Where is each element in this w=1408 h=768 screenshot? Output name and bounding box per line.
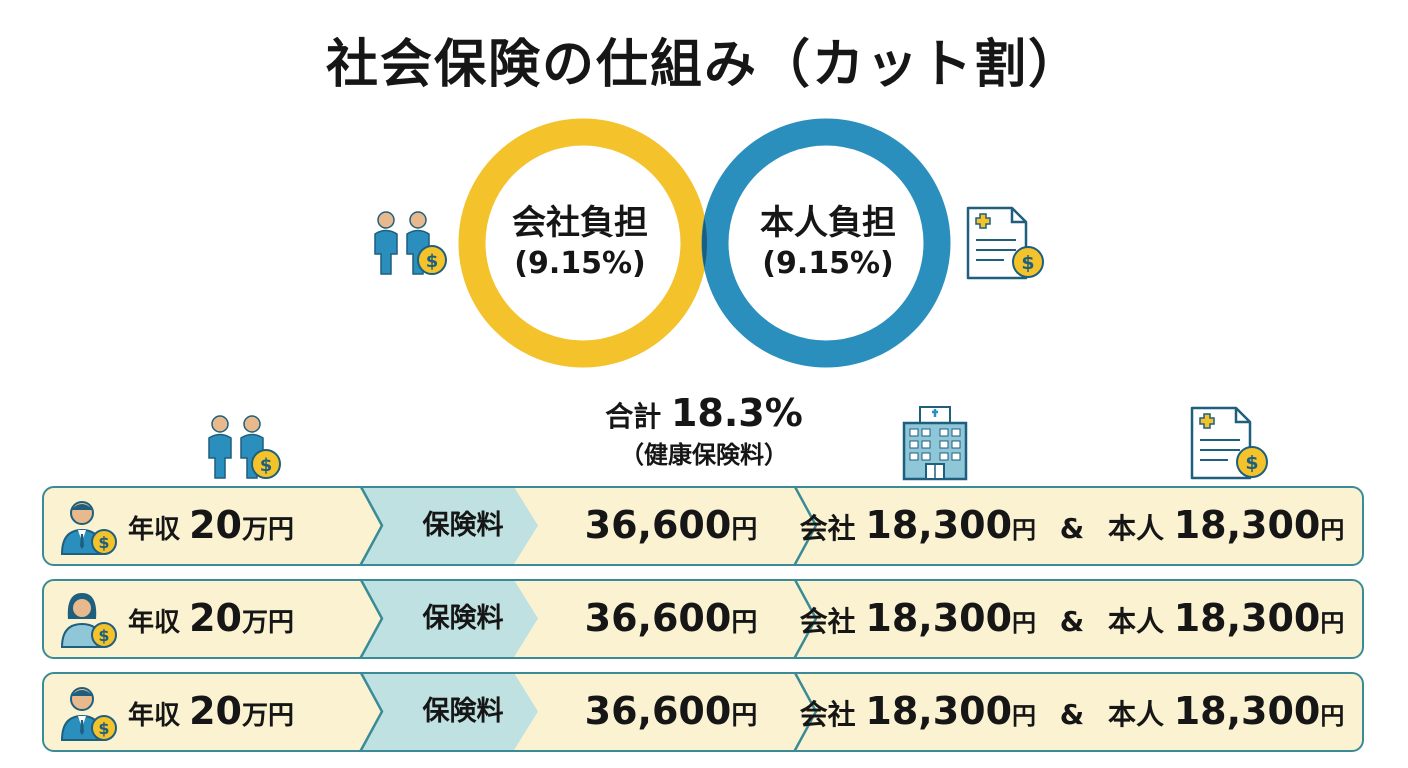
- svg-text:$: $: [260, 455, 273, 476]
- amount-value: 36,600: [584, 503, 732, 547]
- ampersand: &: [1059, 512, 1085, 545]
- ampersand: &: [1059, 698, 1085, 731]
- salary-value: 20: [189, 596, 242, 640]
- company-unit: 円: [1012, 516, 1037, 544]
- company-share-percent: (9.15%): [514, 246, 646, 281]
- total-value: 18.3%: [670, 391, 803, 435]
- total-rate: 合計 18.3% （健康保険料）: [554, 390, 854, 470]
- insurance-label: 保険料: [422, 603, 504, 634]
- company-inner: [486, 146, 680, 340]
- person-amount: 18,300: [1173, 689, 1321, 733]
- person-label: 本人: [1107, 698, 1164, 731]
- insurance-band: [358, 581, 538, 657]
- svg-text:$: $: [1021, 252, 1034, 274]
- burden-split: 会社 18,300円 & 本人 18,300円: [792, 581, 1352, 656]
- woman-money-icon: $: [60, 593, 117, 648]
- person-ring: [701, 118, 951, 368]
- salary-label: 年収: [128, 701, 181, 731]
- amount-unit: 円: [731, 608, 758, 638]
- salary-unit: 万円: [241, 515, 294, 545]
- company-label: 会社: [799, 605, 856, 638]
- amount-value: 36,600: [584, 596, 732, 640]
- businessman-money-icon: $: [60, 687, 117, 741]
- company-ring: [458, 118, 708, 368]
- person-label: 本人: [1107, 512, 1164, 545]
- insurance-label: 保険料: [422, 696, 504, 727]
- insurance-amount: 36,600円: [568, 488, 774, 563]
- row-arrows: [359, 581, 818, 657]
- people-money-icon: $: [374, 211, 447, 275]
- salary-label: 年収: [128, 515, 181, 545]
- company-amount: 18,300: [865, 689, 1013, 733]
- venn-diagram: [458, 118, 951, 368]
- hospital-icon: [902, 406, 968, 481]
- salary-row-1: $ 年収 20万円 保険料 36,600円 会社 18,300円 & 本人 18…: [42, 486, 1364, 566]
- company-unit: 円: [1012, 609, 1037, 637]
- company-amount: 18,300: [865, 503, 1013, 547]
- person-share-label: 本人負担 (9.15%): [728, 202, 928, 284]
- ampersand: &: [1059, 605, 1085, 638]
- person-amount: 18,300: [1173, 596, 1321, 640]
- company-amount: 18,300: [865, 596, 1013, 640]
- row-arrows: [359, 674, 818, 750]
- amount-unit: 円: [731, 701, 758, 731]
- insurance-amount: 36,600円: [568, 674, 774, 749]
- person-unit: 円: [1320, 516, 1345, 544]
- burden-split: 会社 18,300円 & 本人 18,300円: [792, 674, 1352, 749]
- company-label: 会社: [799, 512, 856, 545]
- salary-row-3: $ 年収 20万円 保険料 36,600円 会社 18,300円 & 本人 18…: [42, 672, 1364, 752]
- company-unit: 円: [1012, 702, 1037, 730]
- person-unit: 円: [1320, 609, 1345, 637]
- svg-text:$: $: [98, 533, 109, 552]
- svg-text:$: $: [98, 626, 109, 645]
- person-unit: 円: [1320, 702, 1345, 730]
- document-money-icon: $: [1190, 406, 1268, 480]
- person-amount: 18,300: [1173, 503, 1321, 547]
- amount-unit: 円: [731, 515, 758, 545]
- row-arrows: [359, 488, 818, 564]
- svg-text:$: $: [1245, 452, 1258, 474]
- company-share-name: 会社負担: [512, 203, 648, 243]
- salary-unit: 万円: [241, 701, 294, 731]
- insurance-amount: 36,600円: [568, 581, 774, 656]
- annual-salary: 年収 20万円: [128, 581, 388, 656]
- people-money-icon: $: [208, 415, 281, 479]
- person-inner: [729, 146, 923, 340]
- total-label: 合計: [605, 400, 662, 433]
- person-share-name: 本人負担: [760, 203, 896, 243]
- businessman-money-icon: $: [60, 501, 117, 555]
- company-label: 会社: [799, 698, 856, 731]
- svg-text:$: $: [426, 251, 439, 272]
- insurance-band: [358, 488, 538, 564]
- person-share-percent: (9.15%): [762, 246, 894, 281]
- amount-value: 36,600: [584, 689, 732, 733]
- salary-label: 年収: [128, 608, 181, 638]
- annual-salary: 年収 20万円: [128, 674, 388, 749]
- person-label: 本人: [1107, 605, 1164, 638]
- total-note: （健康保険料）: [620, 441, 788, 469]
- insurance-label: 保険料: [422, 510, 504, 541]
- page-title: 社会保険の仕組み（カット割）: [325, 35, 1082, 95]
- svg-text:$: $: [98, 719, 109, 738]
- company-share-label: 会社負担 (9.15%): [480, 202, 680, 284]
- burden-split: 会社 18,300円 & 本人 18,300円: [792, 488, 1352, 563]
- annual-salary: 年収 20万円: [128, 488, 388, 563]
- salary-value: 20: [189, 503, 242, 547]
- insurance-band: [358, 674, 538, 750]
- salary-row-2: $ 年収 20万円 保険料 36,600円 会社 18,300円 & 本人 18…: [42, 579, 1364, 659]
- salary-value: 20: [189, 689, 242, 733]
- salary-unit: 万円: [241, 608, 294, 638]
- document-money-icon: $: [966, 206, 1044, 280]
